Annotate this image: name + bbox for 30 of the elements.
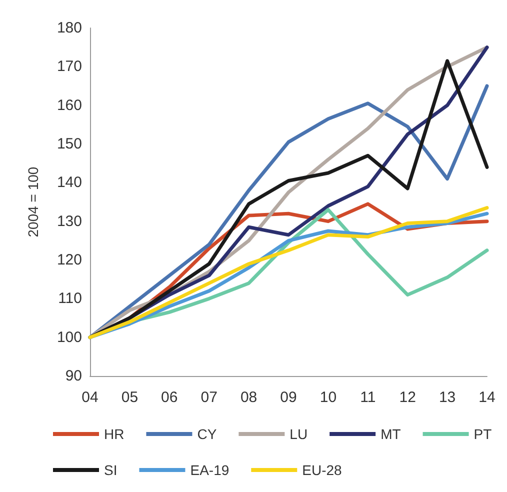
legend-label: LU [290, 426, 308, 442]
y-tick-label: 180 [56, 20, 82, 36]
x-tick-label: 13 [438, 389, 456, 406]
x-tick-label: 14 [478, 389, 496, 406]
x-tick-label: 06 [161, 389, 178, 406]
x-tick-label: 05 [121, 389, 138, 406]
x-tick-label: 04 [82, 389, 98, 406]
legend-label: PT [474, 426, 492, 442]
x-tick-label: 10 [320, 389, 337, 406]
x-tick-label: 12 [399, 389, 416, 406]
y-tick-label: 110 [58, 290, 82, 308]
x-tick-label: 08 [240, 389, 258, 406]
legend-label: CY [197, 426, 218, 442]
y-tick-label: 140 [56, 174, 82, 192]
x-tick-label: 07 [200, 389, 218, 406]
y-tick-label: 100 [56, 328, 82, 346]
y-tick-label: 160 [56, 96, 82, 114]
x-tick-label: 09 [280, 389, 297, 406]
y-tick-label: 150 [56, 136, 82, 152]
legend-label: EU-28 [302, 462, 342, 478]
y-tick-label: 170 [56, 58, 82, 76]
legend-label: HR [104, 426, 124, 442]
x-tick-label: 11 [360, 389, 376, 406]
y-tick-label: 130 [56, 212, 82, 230]
y-tick-label: 90 [65, 368, 82, 384]
y-axis-title: 2004 = 100 [25, 166, 41, 238]
legend-label: EA-19 [190, 462, 230, 478]
legend-label: MT [380, 426, 402, 442]
y-tick-label: 120 [56, 252, 82, 268]
legend-label: SI [104, 462, 118, 478]
